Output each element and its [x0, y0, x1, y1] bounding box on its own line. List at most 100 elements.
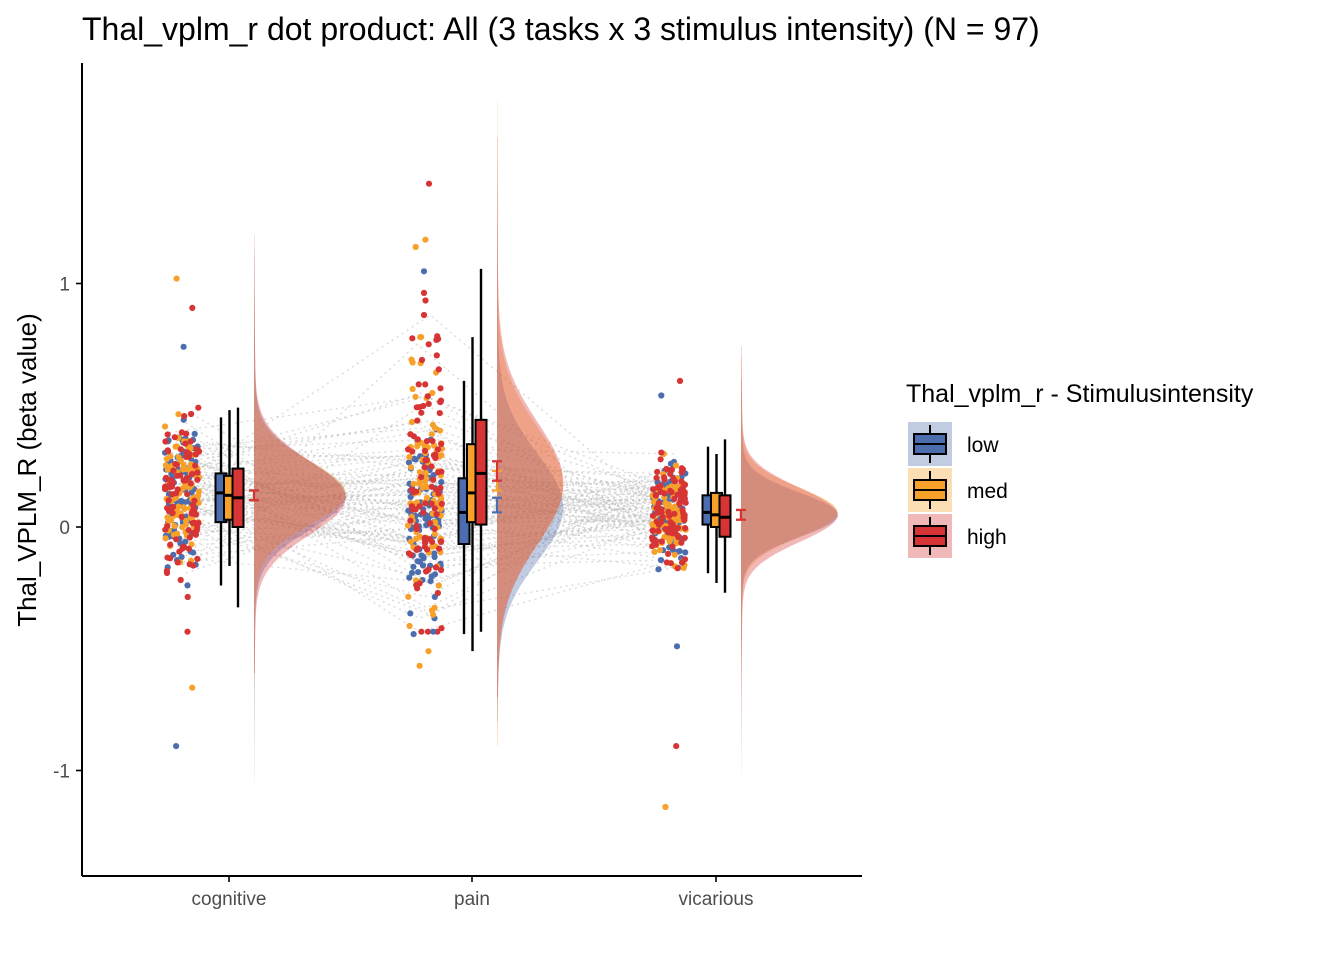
data-point [414, 585, 421, 592]
data-point [407, 464, 415, 471]
connector-line [178, 455, 663, 526]
connector-line [190, 403, 669, 559]
data-point [436, 427, 444, 434]
data-point [670, 476, 677, 483]
data-point [434, 333, 441, 340]
data-point [431, 505, 438, 512]
data-point [182, 538, 189, 545]
data-point [432, 519, 439, 526]
data-point [678, 539, 685, 546]
data-point [658, 538, 665, 545]
data-point [661, 474, 668, 481]
data-point [653, 492, 660, 499]
outlier-point [173, 743, 180, 750]
data-point [650, 498, 658, 505]
data-point [174, 472, 181, 479]
plot-area [161, 100, 838, 839]
data-point [410, 489, 417, 496]
data-point [679, 506, 686, 514]
data-point [674, 524, 682, 532]
data-point [425, 566, 432, 573]
x-axis-ticks: cognitive pain vicarious [192, 876, 754, 910]
data-point [657, 456, 664, 463]
density-vicarious-high [741, 346, 838, 771]
data-point [430, 472, 437, 479]
data-point [412, 456, 419, 463]
data-point [165, 448, 172, 455]
connector-line [191, 479, 673, 550]
data-point [410, 563, 417, 570]
outlier-point [412, 243, 419, 251]
data-point [195, 488, 202, 495]
data-point [175, 411, 182, 418]
outlier-point [189, 304, 196, 311]
data-point [682, 525, 689, 532]
connector-line [180, 448, 675, 467]
data-point [656, 547, 664, 554]
data-point [192, 451, 199, 458]
data-point [438, 567, 445, 574]
data-point [420, 509, 427, 516]
data-point [184, 491, 191, 498]
data-point [167, 541, 174, 548]
data-point [428, 463, 435, 470]
data-point [407, 538, 414, 545]
chart-title: Thal_vplm_r dot product: All (3 tasks x … [82, 11, 1040, 47]
connector-line [193, 500, 664, 558]
data-point [416, 469, 423, 476]
connector-line [170, 421, 670, 556]
outlier-point [416, 662, 423, 669]
data-point [195, 404, 202, 411]
data-point [667, 487, 674, 494]
data-point [409, 448, 416, 455]
data-point [430, 452, 437, 459]
data-point [677, 486, 685, 494]
data-point [161, 423, 169, 430]
data-point [409, 335, 416, 342]
data-point [164, 554, 171, 561]
data-point [438, 538, 445, 545]
data-point [671, 510, 678, 517]
data-point [416, 580, 423, 587]
connector-line [189, 493, 670, 530]
data-point [657, 488, 665, 495]
data-point [424, 393, 431, 400]
data-point [434, 589, 441, 597]
connector-line [184, 456, 667, 551]
data-point [431, 531, 438, 538]
data-point [194, 555, 201, 563]
data-point [433, 352, 440, 359]
connector-line [171, 452, 680, 540]
data-point [183, 453, 190, 460]
data-point [422, 500, 429, 507]
connector-line [182, 498, 657, 566]
data-point [654, 468, 661, 475]
data-point [657, 557, 665, 564]
data-point [649, 512, 657, 519]
data-point [418, 628, 425, 635]
axes: 1 0 -1 cognitive pain vicarious [53, 63, 862, 910]
data-point [435, 366, 442, 373]
data-point [410, 631, 417, 638]
data-point [164, 431, 171, 438]
data-point [427, 520, 434, 527]
y-tick-label: -1 [53, 762, 70, 783]
density-vicarious-med [741, 356, 838, 839]
data-point [416, 558, 423, 565]
y-axis-label: Thal_VPLM_R (beta value) [12, 313, 42, 627]
data-point [681, 511, 688, 519]
data-point [671, 495, 678, 502]
density-pain-high [497, 137, 564, 698]
data-point [437, 505, 444, 512]
density-clouds [254, 100, 838, 839]
data-point [649, 543, 656, 550]
data-point [438, 500, 445, 507]
data-point [191, 430, 198, 437]
connector-line [178, 502, 672, 582]
data-point [405, 459, 413, 466]
data-point [438, 479, 445, 486]
x-tick-label: vicarious [679, 889, 754, 910]
data-point [435, 582, 442, 589]
legend-label-low: low [967, 434, 999, 457]
